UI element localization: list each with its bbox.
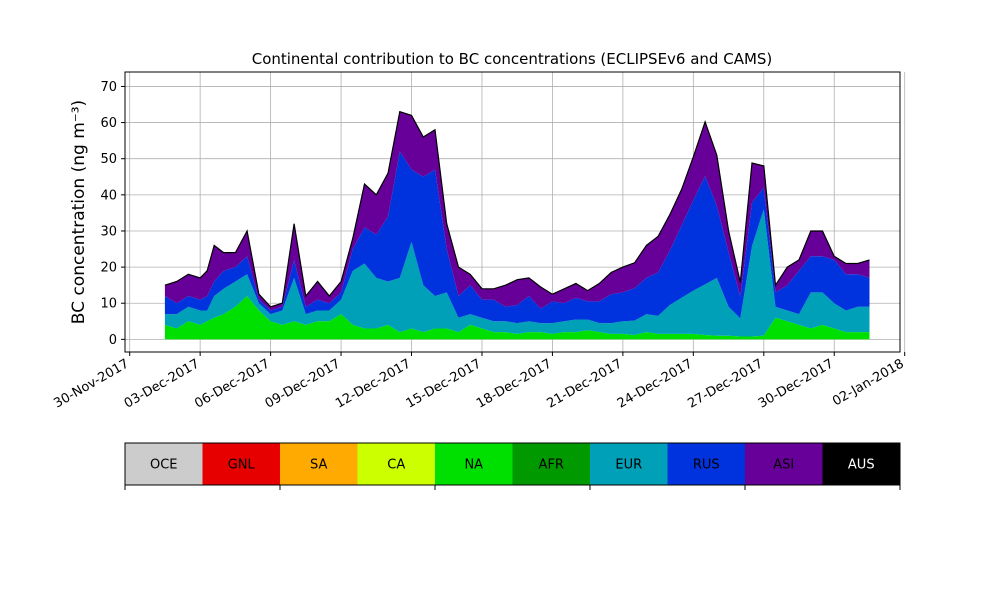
legend-swatch-eur bbox=[590, 443, 668, 485]
x-tick-label: 06-Dec-2017 bbox=[192, 356, 272, 411]
legend-label-ca: CA bbox=[387, 458, 405, 473]
legend-label-asi: ASI bbox=[773, 458, 794, 473]
total-concentration-line bbox=[164, 110, 870, 308]
y-tick-label: 0 bbox=[109, 333, 117, 348]
x-tick-label: 21-Dec-2017 bbox=[544, 356, 624, 411]
stacked-areas bbox=[164, 110, 870, 340]
legend-swatch-oce bbox=[125, 443, 203, 485]
x-tick-label: 09-Dec-2017 bbox=[263, 356, 343, 411]
x-tick-label: 03-Dec-2017 bbox=[122, 356, 202, 411]
legend-label-oce: OCE bbox=[150, 458, 178, 473]
legend-swatch-sa bbox=[280, 443, 358, 485]
x-tick-label: 02-Jan-2018 bbox=[830, 356, 907, 409]
legend-colorbar: OCE GNL SA CA NA AFR EUR RUS ASI AUS bbox=[124, 442, 901, 490]
y-tick-label: 10 bbox=[100, 297, 117, 312]
legend-swatch-na bbox=[435, 443, 513, 485]
area-series-asi bbox=[164, 111, 870, 311]
legend-label-rus: RUS bbox=[693, 458, 720, 473]
y-tick-label: 20 bbox=[100, 261, 117, 276]
y-tick-label: 50 bbox=[100, 152, 117, 167]
legend-swatch-ca bbox=[357, 443, 435, 485]
area-series-eur bbox=[164, 209, 870, 337]
x-tick-label: 27-Dec-2017 bbox=[685, 356, 765, 411]
legend-swatch-aus bbox=[822, 443, 900, 485]
x-tick-label: 30-Dec-2017 bbox=[756, 356, 836, 411]
x-tick-label: 15-Dec-2017 bbox=[404, 356, 484, 411]
legend-frame bbox=[124, 442, 901, 486]
y-tick-label: 70 bbox=[100, 80, 117, 95]
y-tick-label: 60 bbox=[100, 116, 117, 131]
legend-swatch-gnl bbox=[202, 443, 280, 485]
x-tick-label: 18-Dec-2017 bbox=[474, 356, 554, 411]
x-tick-label: 12-Dec-2017 bbox=[333, 356, 413, 411]
x-tick-label: 24-Dec-2017 bbox=[615, 356, 695, 411]
y-tick-label: 40 bbox=[100, 188, 117, 203]
chart-title: Continental contribution to BC concentra… bbox=[252, 50, 773, 68]
plot-frame bbox=[124, 71, 901, 353]
legend-label-afr: AFR bbox=[539, 458, 564, 473]
y-axis-label: BC concentration (ng m⁻³) bbox=[69, 100, 89, 324]
legend-label-na: NA bbox=[464, 458, 483, 473]
x-tick-label: 30-Nov-2017 bbox=[51, 356, 131, 411]
area-series-na bbox=[164, 296, 870, 340]
legend-label-sa: SA bbox=[310, 458, 327, 473]
legend-label-eur: EUR bbox=[615, 458, 642, 473]
area-series-rus bbox=[164, 151, 870, 324]
legend-swatch-asi bbox=[745, 443, 823, 485]
legend-swatch-afr bbox=[512, 443, 590, 485]
legend-swatch-rus bbox=[667, 443, 745, 485]
y-tick-label: 30 bbox=[100, 224, 117, 239]
legend-label-aus: AUS bbox=[848, 458, 875, 473]
legend-label-gnl: GNL bbox=[228, 458, 256, 473]
